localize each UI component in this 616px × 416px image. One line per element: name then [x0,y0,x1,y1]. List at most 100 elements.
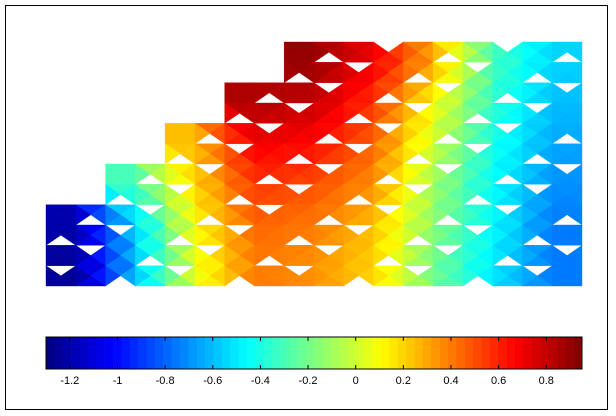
mesh-element [432,183,449,206]
mesh-element [164,143,181,165]
mesh-element [522,265,538,287]
mesh-element [284,61,300,84]
mesh-field [45,41,583,287]
colorbar-strip [180,337,189,369]
mesh-element [135,265,151,287]
mesh-element [403,224,419,246]
mesh-element [373,143,389,165]
mesh-element [492,102,508,124]
colorbar-strip [355,337,365,369]
mesh-element [373,265,389,287]
mesh-element [105,244,121,267]
mesh-element [492,265,508,287]
colorbar-strip [146,337,156,369]
mesh-element [105,265,121,287]
colorbar-strip [121,337,131,369]
colorbar-strip [330,337,340,369]
mesh-element [224,204,240,226]
mesh-element [462,265,479,287]
colorbar-strip [506,337,516,369]
mesh-element [462,122,479,145]
mesh-element [45,265,62,287]
mesh-element [522,82,538,104]
mesh-element [194,244,211,267]
mesh-element [194,265,211,287]
colorbar-strip [481,337,491,369]
mesh-element [313,204,330,226]
colorbar-strip [339,337,348,369]
colorbar-strip [71,337,80,369]
mesh-element [284,122,300,145]
mesh-element [224,102,240,124]
mesh-element [254,244,270,267]
mesh-element [566,41,583,63]
mesh-element [373,204,389,226]
mesh-element [75,244,92,267]
mesh-element [552,41,568,63]
mesh-element [403,265,419,287]
mesh-element [492,61,508,84]
mesh-element [75,265,92,287]
colorbar-strip [531,337,541,369]
mesh-element [343,61,360,84]
mesh-element [254,183,270,206]
mesh-element [462,163,479,185]
mesh-element [432,224,449,246]
mesh-element [462,82,479,104]
mesh-element [105,163,121,185]
mesh-element [552,61,568,84]
mesh-element [403,183,419,206]
colorbar-strip [46,337,55,369]
colorbar-strip [163,337,172,369]
mesh-element [224,265,240,287]
mesh-element [522,102,538,124]
colorbar-strip [422,337,432,369]
mesh-element [492,41,508,63]
mesh-element [164,265,181,287]
colorbar-strip [280,337,290,369]
mesh-element [135,163,151,185]
mesh-element [522,163,538,185]
mesh-element [313,163,330,185]
colorbar-strip [322,337,332,369]
mesh-element [105,183,121,206]
mesh-element [45,204,62,226]
colorbar-strip [397,337,407,369]
mesh-element [224,163,240,185]
mesh-element [164,163,181,185]
mesh-element [164,244,181,267]
colorbar-strip [87,337,97,369]
colorbar-strip [573,337,583,369]
mesh-element [343,163,360,185]
colorbar-strip [448,337,457,369]
colorbar-strip [263,337,273,369]
colorbar-strip [540,337,549,369]
mesh-element [552,244,568,267]
mesh-element [254,82,270,104]
mesh-element [566,122,583,145]
mesh-element [343,143,360,165]
mesh-element [373,61,389,84]
mesh-element [373,102,389,124]
colorbar-strip [431,337,440,369]
colorbar-tick-label: -1 [113,375,123,387]
colorbar-strip [364,337,373,369]
mesh-element [313,102,330,124]
colorbar: -1.2 -1 -0.8 -0.6 -0.4 -0.2 0 0.2 0.4 0.6 0.8 [45,336,583,387]
mesh-element [284,265,300,287]
mesh-element [432,204,449,226]
mesh-element [313,61,330,84]
mesh-element [552,122,568,145]
mesh-element [284,163,300,185]
colorbar-strip [389,337,399,369]
mesh-element [403,163,419,185]
mesh-element [343,265,360,287]
mesh-element [45,224,62,246]
mesh-element [105,204,121,226]
mesh-element [254,265,270,287]
mesh-element [432,163,449,185]
mesh-element [552,82,568,104]
mesh-element [432,265,449,287]
colorbar-strip [221,337,231,369]
